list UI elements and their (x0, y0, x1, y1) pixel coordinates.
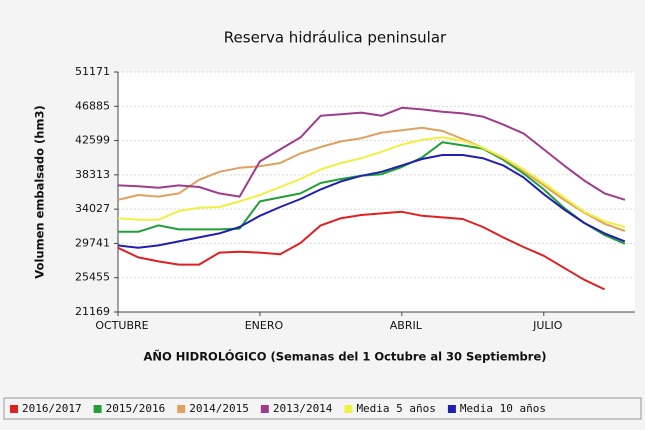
series-line (117, 154, 626, 249)
chart-title: Reserva hidráulica peninsular (224, 29, 447, 47)
y-axis-title: Volumen embalsado (hm3) (33, 105, 47, 278)
legend-label: Media 5 años (356, 402, 435, 415)
legend-swatch (10, 405, 18, 413)
y-tick-label: 46885 (75, 99, 110, 112)
legend-label: 2015/2016 (106, 402, 166, 415)
y-tick-label: 34027 (75, 202, 110, 215)
legend-box (3, 397, 642, 420)
series-line (117, 106, 626, 201)
plot-area (118, 72, 635, 312)
series-line (117, 210, 606, 291)
legend-label: 2013/2014 (273, 402, 333, 415)
x-tick-label: OCTUBRE (95, 319, 148, 332)
x-tick-label: ENERO (245, 319, 284, 332)
x-tick-label: ABRIL (390, 319, 423, 332)
y-tick-label: 42599 (75, 134, 110, 147)
series-line (117, 136, 626, 228)
y-tick-label: 21169 (75, 305, 110, 318)
x-tick-label: JULIO (532, 319, 563, 332)
legend-swatch (177, 405, 186, 413)
legend-label: 2016/2017 (22, 402, 82, 415)
legend-swatch (260, 405, 269, 413)
y-tick-label: 29741 (75, 236, 110, 249)
legend-swatch (93, 405, 102, 413)
series-line (117, 126, 626, 232)
series-line (118, 141, 626, 245)
legend-label: 2014/2015 (189, 402, 249, 415)
legend-swatch (344, 405, 353, 413)
y-tick-label: 25455 (75, 271, 110, 284)
y-tick-label: 38313 (75, 168, 110, 181)
legend-swatch (447, 405, 456, 413)
legend-label: Media 10 años (460, 402, 546, 415)
y-tick-label: 51171 (75, 65, 110, 78)
x-axis-title: AÑO HIDROLÓGICO (Semanas del 1 Octubre a… (143, 349, 546, 364)
